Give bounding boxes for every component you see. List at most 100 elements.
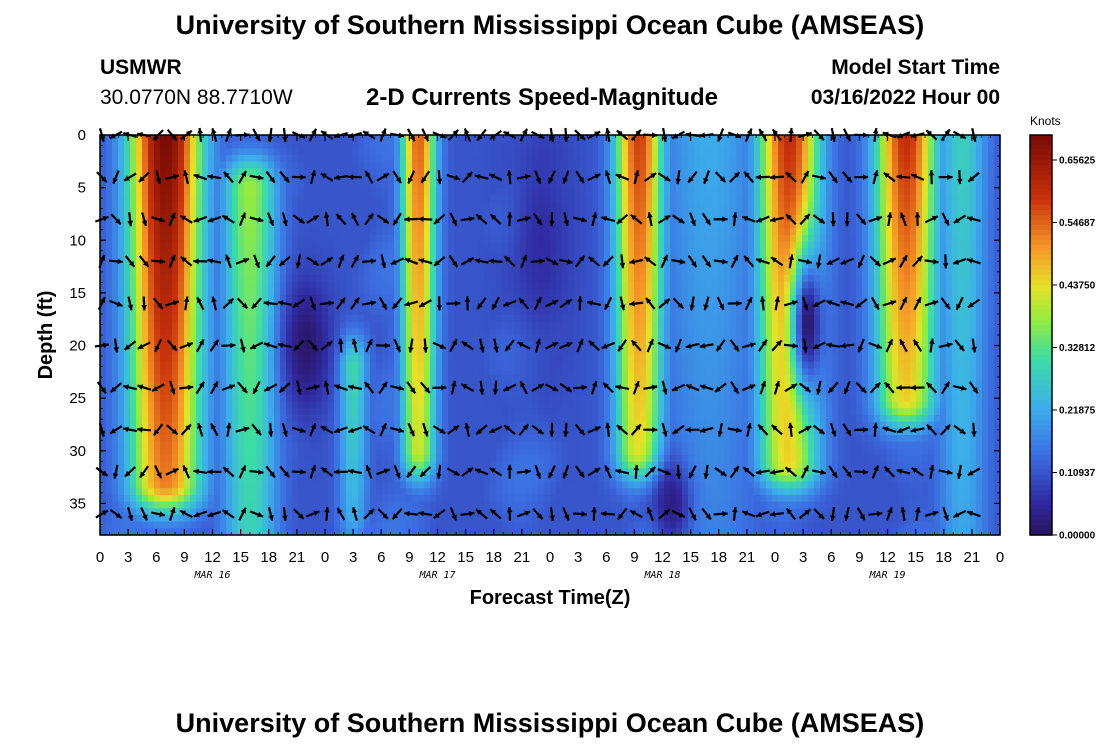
heatmap-cell <box>280 368 287 376</box>
heatmap-cell <box>124 155 131 163</box>
heatmap-cell <box>112 361 119 369</box>
heatmap-cell <box>382 168 389 176</box>
heatmap-cell <box>244 308 251 316</box>
heatmap-cell <box>178 308 185 316</box>
heatmap-cell <box>430 521 437 529</box>
heatmap-cell <box>460 235 467 243</box>
heatmap-cell <box>298 515 305 523</box>
heatmap-cell <box>526 455 533 463</box>
heatmap-cell <box>514 528 521 536</box>
heatmap-cell <box>178 455 185 463</box>
heatmap-cell <box>598 175 605 183</box>
heatmap-cell <box>364 468 371 476</box>
heatmap-cell <box>250 248 257 256</box>
heatmap-cell <box>220 368 227 376</box>
heatmap-cell <box>550 321 557 329</box>
heatmap-cell <box>466 148 473 156</box>
heatmap-cell <box>370 441 377 449</box>
heatmap-cell <box>346 508 353 516</box>
heatmap-cell <box>316 368 323 376</box>
heatmap-cell <box>274 261 281 269</box>
heatmap-cell <box>490 395 497 403</box>
heatmap-cell <box>508 461 515 469</box>
heatmap-cell <box>130 208 137 216</box>
heatmap-cell <box>388 208 395 216</box>
heatmap-cell <box>160 188 167 196</box>
heatmap-cell <box>568 475 575 483</box>
heatmap-cell <box>142 421 149 429</box>
heatmap-cell <box>220 328 227 336</box>
heatmap-cell <box>430 321 437 329</box>
heatmap-cell <box>118 148 125 156</box>
heatmap-cell <box>118 361 125 369</box>
heatmap-cell <box>178 368 185 376</box>
heatmap-cell <box>520 355 527 363</box>
heatmap-cell <box>580 141 587 149</box>
heatmap-cell <box>400 521 407 529</box>
heatmap-cell <box>136 355 143 363</box>
heatmap-cell <box>448 181 455 189</box>
heatmap-cell <box>238 375 245 383</box>
heatmap-cell <box>214 235 221 243</box>
heatmap-cell <box>406 428 413 436</box>
heatmap-cell <box>286 181 293 189</box>
heatmap-cell <box>478 481 485 489</box>
heatmap-cell <box>568 288 575 296</box>
heatmap-cell <box>442 388 449 396</box>
heatmap-cell <box>484 328 491 336</box>
heatmap-cell <box>262 228 269 236</box>
heatmap-cell <box>544 315 551 323</box>
heatmap-cell <box>514 368 521 376</box>
heatmap-cell <box>544 448 551 456</box>
heatmap-cell <box>526 448 533 456</box>
heatmap-cell <box>106 201 113 209</box>
heatmap-cell <box>130 348 137 356</box>
heatmap-cell <box>256 308 263 316</box>
heatmap-cell <box>298 488 305 496</box>
heatmap-cell <box>376 301 383 309</box>
heatmap-cell <box>454 275 461 283</box>
heatmap-cell <box>106 421 113 429</box>
heatmap-cell <box>328 315 335 323</box>
heatmap-cell <box>580 501 587 509</box>
heatmap-cell <box>400 275 407 283</box>
heatmap-cell <box>178 201 185 209</box>
heatmap-cell <box>262 415 269 423</box>
heatmap-cell <box>562 208 569 216</box>
heatmap-cell <box>214 181 221 189</box>
heatmap-cell <box>262 381 269 389</box>
heatmap-cell <box>514 461 521 469</box>
heatmap-cell <box>526 408 533 416</box>
heatmap-cell <box>334 448 341 456</box>
heatmap-cell <box>262 428 269 436</box>
heatmap-cell <box>550 388 557 396</box>
heatmap-cell <box>538 161 545 169</box>
heatmap-cell <box>268 481 275 489</box>
heatmap-cell <box>370 495 377 503</box>
heatmap-cell <box>286 395 293 403</box>
heatmap-cell <box>112 268 119 276</box>
heatmap-cell <box>178 395 185 403</box>
heatmap-cell <box>100 208 107 216</box>
heatmap-cell <box>178 195 185 203</box>
heatmap-cell <box>580 301 587 309</box>
heatmap-cell <box>244 428 251 436</box>
heatmap-cell <box>370 221 377 229</box>
heatmap-cell <box>100 221 107 229</box>
heatmap-cell <box>430 141 437 149</box>
heatmap-cell <box>298 441 305 449</box>
heatmap-cell <box>484 201 491 209</box>
heatmap-cell <box>280 375 287 383</box>
heatmap-cell <box>112 281 119 289</box>
heatmap-cell <box>124 188 131 196</box>
heatmap-cell <box>130 308 137 316</box>
heatmap-cell <box>448 295 455 303</box>
heatmap-cell <box>226 155 233 163</box>
heatmap-cell <box>442 421 449 429</box>
heatmap-cell <box>406 495 413 503</box>
heatmap-cell <box>124 495 131 503</box>
heatmap-cell <box>394 461 401 469</box>
heatmap-cell <box>274 421 281 429</box>
heatmap-cell <box>460 141 467 149</box>
heatmap-cell <box>190 501 197 509</box>
